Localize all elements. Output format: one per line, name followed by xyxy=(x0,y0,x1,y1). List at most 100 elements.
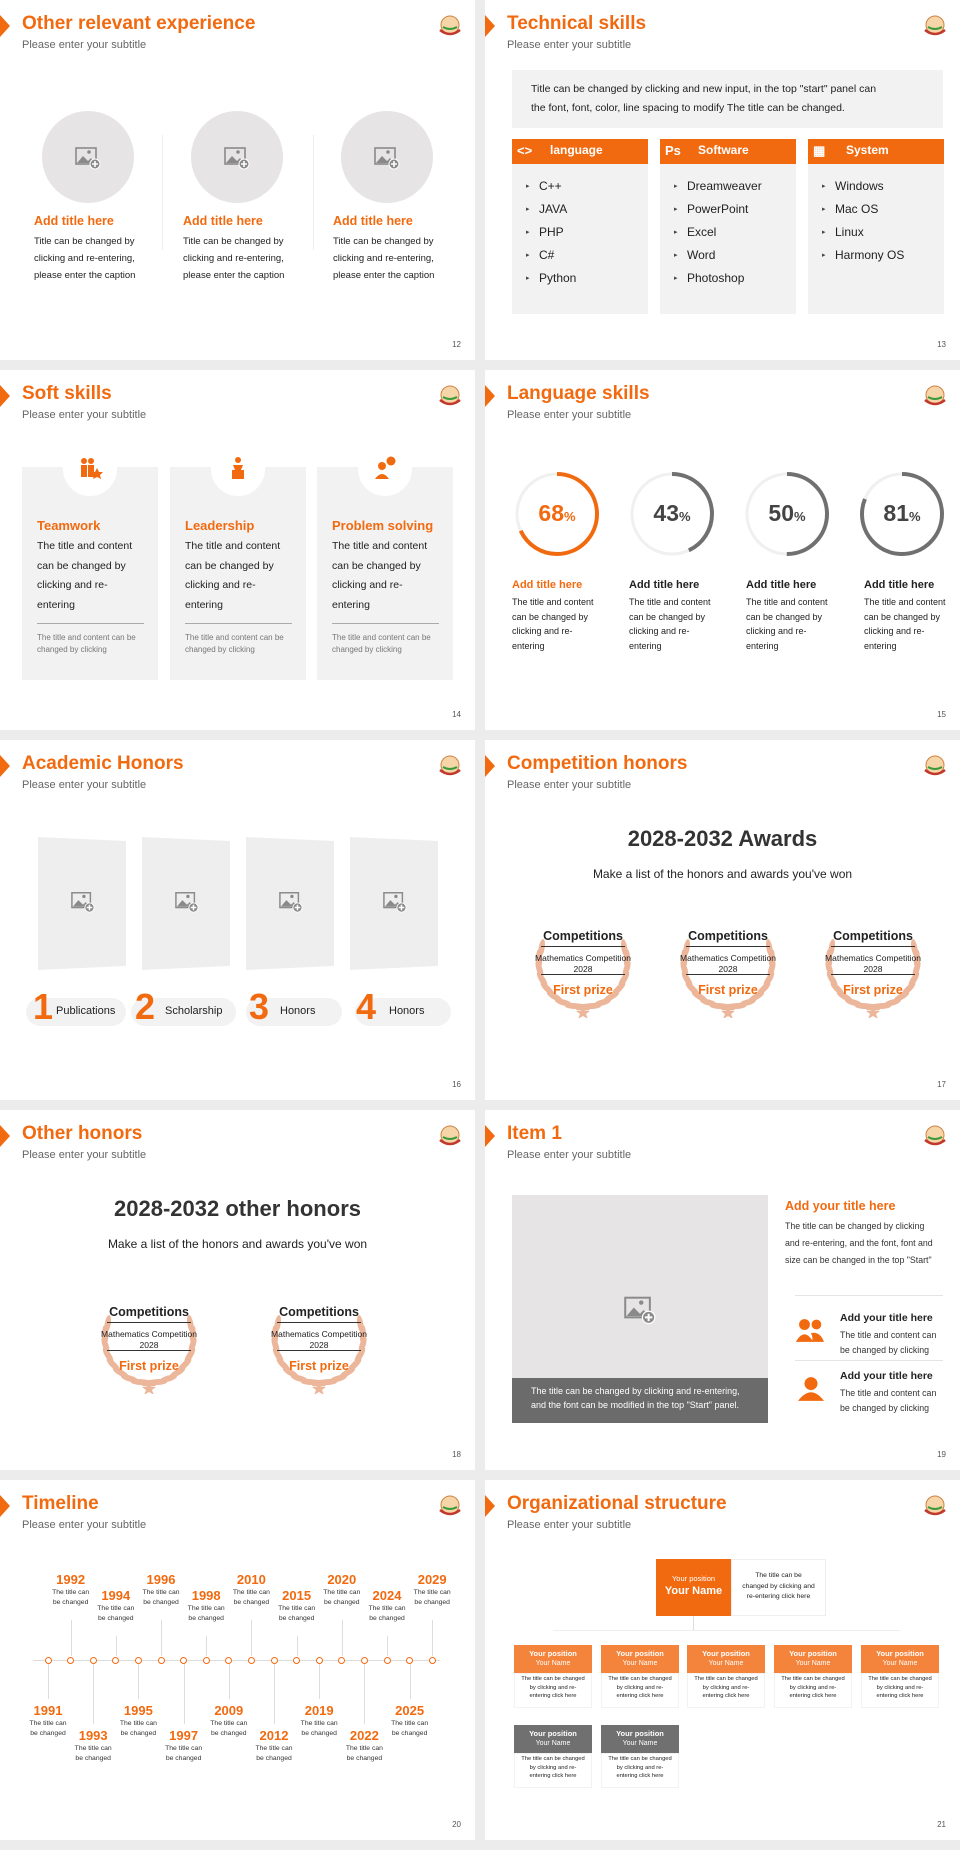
position-box[interactable] xyxy=(861,1645,939,1673)
timeline-text: be changed xyxy=(391,1729,428,1737)
timeline-text: The title can xyxy=(345,1745,383,1752)
ring-text: The title and content xyxy=(512,597,594,607)
timeline-node[interactable] xyxy=(383,1656,391,1664)
image-placeholder[interactable] xyxy=(142,837,230,970)
timeline-node[interactable] xyxy=(360,1656,368,1664)
list-item: JAVA xyxy=(539,202,568,216)
timeline-node[interactable] xyxy=(202,1656,210,1664)
timeline-node[interactable] xyxy=(247,1656,255,1664)
timeline-text: be changed xyxy=(188,1614,224,1622)
position-desc: by clicking and re- xyxy=(789,1684,837,1691)
awards-heading: 2028-2032 other honors xyxy=(114,1196,361,1221)
timeline-year: 2015 xyxy=(282,1588,312,1603)
position-desc: entering click here xyxy=(529,1693,577,1700)
bullet-icon: ▸ xyxy=(526,229,530,236)
divider xyxy=(277,1322,361,1323)
timeline-text: The title can xyxy=(97,1605,135,1612)
image-placeholder[interactable] xyxy=(341,111,433,203)
timeline-node[interactable] xyxy=(225,1656,233,1664)
timeline-node[interactable] xyxy=(338,1656,346,1664)
card-title: Teamwork xyxy=(37,518,101,533)
position-title: Your position xyxy=(702,1649,750,1658)
slide-title: Other honors xyxy=(22,1123,143,1144)
image-placeholder[interactable] xyxy=(350,837,438,970)
position-name: Your Name xyxy=(622,1660,658,1667)
position-box[interactable] xyxy=(601,1725,679,1753)
arrow-marker-icon xyxy=(0,1495,10,1517)
column-body xyxy=(660,164,796,314)
top-box[interactable] xyxy=(656,1559,731,1616)
column-body xyxy=(512,164,648,314)
timeline-node[interactable] xyxy=(157,1656,165,1664)
position-box[interactable] xyxy=(514,1725,592,1753)
timeline-node[interactable] xyxy=(428,1656,436,1664)
timeline-node[interactable] xyxy=(406,1656,414,1664)
column-title: System xyxy=(846,143,889,157)
page-number: 14 xyxy=(452,710,461,719)
logo-emblem-icon xyxy=(922,1494,948,1518)
timeline-year: 2020 xyxy=(327,1572,357,1587)
position-box[interactable] xyxy=(687,1645,765,1673)
timeline-node[interactable] xyxy=(67,1656,75,1664)
position-desc: The title can be changed xyxy=(694,1676,758,1682)
timeline-text: The title can xyxy=(74,1745,112,1752)
image-placeholder[interactable] xyxy=(191,111,283,203)
column-body xyxy=(808,164,944,314)
timeline-node[interactable] xyxy=(270,1656,278,1664)
card-text: clicking and re- xyxy=(37,579,108,591)
awards-subheading: Make a list of the honors and awards you… xyxy=(592,867,853,881)
timeline-year: 2019 xyxy=(304,1703,334,1718)
main-text: size can be changed in the top "Start" xyxy=(785,1255,932,1265)
column-title: Software xyxy=(698,143,749,157)
image-placeholder[interactable] xyxy=(512,1195,768,1378)
timeline-node[interactable] xyxy=(293,1656,301,1664)
code-icon: <> xyxy=(517,143,533,158)
timeline-text: The title can xyxy=(142,1589,180,1596)
ring-text: clicking and re- xyxy=(512,626,573,637)
entry-text: be changed by clicking xyxy=(840,1345,930,1355)
image-placeholder[interactable] xyxy=(38,837,126,970)
list-item: PowerPoint xyxy=(687,202,749,216)
page-number: 13 xyxy=(937,340,946,349)
page-number: 15 xyxy=(937,710,946,719)
ring-value: 50% xyxy=(742,500,832,527)
card-text: entering xyxy=(185,598,223,611)
card-text: can be changed by xyxy=(37,559,126,572)
timeline-node[interactable] xyxy=(315,1656,323,1664)
timeline-node[interactable] xyxy=(134,1656,142,1664)
timeline-node[interactable] xyxy=(44,1656,52,1664)
timeline-node[interactable] xyxy=(89,1656,97,1664)
logo-emblem-icon xyxy=(437,1124,463,1148)
bullet-icon: ▸ xyxy=(526,275,530,282)
position-box[interactable] xyxy=(601,1645,679,1673)
slide-title: Organizational structure xyxy=(507,1493,727,1514)
slide-title: Item 1 xyxy=(507,1123,562,1144)
users-icon xyxy=(795,1318,827,1344)
ring-text: can be changed by xyxy=(512,611,589,622)
position-box[interactable] xyxy=(774,1645,852,1673)
list-item: Photoshop xyxy=(687,271,745,285)
timeline-text: The title can xyxy=(187,1605,225,1612)
award-event: Mathematics Competition xyxy=(101,1329,197,1339)
connector xyxy=(183,1664,185,1724)
slide-subtitle: Please enter your subtitle xyxy=(22,409,147,421)
slide-title: Language skills xyxy=(507,383,650,404)
timeline-node[interactable] xyxy=(180,1656,188,1664)
slide-title: Timeline xyxy=(22,1493,99,1514)
position-title: Your position xyxy=(616,1649,664,1658)
windows-icon: ▦ xyxy=(813,143,826,158)
laurel-wreath-icon xyxy=(101,1315,197,1394)
position-box[interactable] xyxy=(514,1645,592,1673)
slide-subtitle: Please enter your subtitle xyxy=(22,779,147,791)
timeline-node[interactable] xyxy=(112,1656,120,1664)
image-placeholder[interactable] xyxy=(246,837,334,970)
timeline-text: be changed xyxy=(256,1754,292,1762)
timeline-text: The title can xyxy=(300,1720,338,1727)
list-item: C# xyxy=(539,248,555,262)
timeline-text: be changed xyxy=(414,1598,450,1606)
image-placeholder[interactable] xyxy=(42,111,134,203)
timeline-text: be changed xyxy=(30,1729,66,1737)
arrow-marker-icon xyxy=(485,1125,495,1147)
laurel-wreath-icon xyxy=(680,939,776,1018)
divider xyxy=(795,1360,943,1361)
